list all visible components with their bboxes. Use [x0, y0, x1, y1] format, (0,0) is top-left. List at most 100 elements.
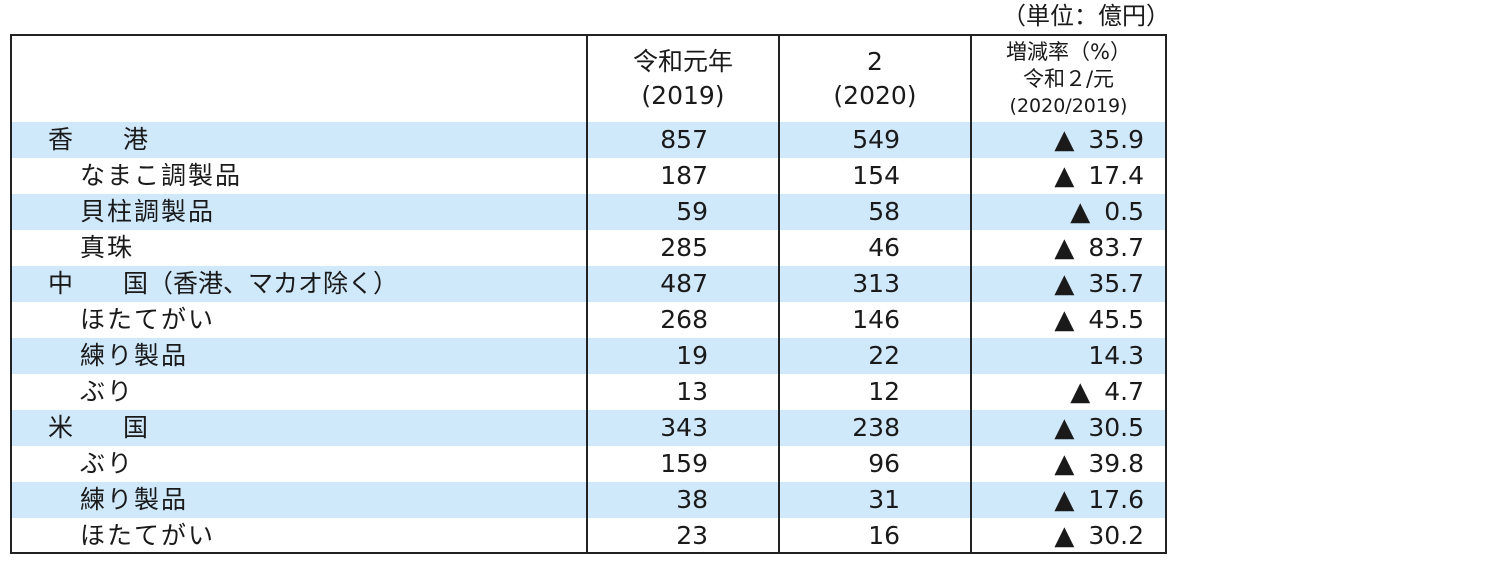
decrease-triangle-icon: ▲ [1054, 161, 1075, 191]
unit-note: （単位：億円） [1002, 2, 1170, 30]
rate-cell: ▲ 17.4 [974, 158, 1144, 194]
rate-value: 17.4 [1088, 161, 1144, 190]
decrease-triangle-icon: ▲ [1054, 521, 1075, 551]
table-row: 中 国（香港、マカオ除く） 487 313 ▲ 35.7 [12, 266, 1165, 302]
rate-cell: ▲ 30.2 [974, 518, 1144, 554]
header-rate-line2: 令和２/元 [1022, 66, 1115, 91]
header-rate-line3: (2020/2019) [1009, 94, 1128, 117]
value-2020: 549 [852, 125, 900, 154]
header-2020-line2: (2020) [833, 81, 917, 110]
value-2019: 59 [676, 197, 708, 226]
rate-value: 83.7 [1088, 233, 1144, 262]
value-2019: 343 [660, 413, 708, 442]
rate-value: 4.7 [1104, 377, 1144, 406]
rate-value: 30.5 [1088, 413, 1144, 442]
table-row: ぶり 159 96 ▲ 39.8 [12, 446, 1165, 482]
table-row: 貝柱調製品 59 58 ▲ 0.5 [12, 194, 1165, 230]
header-2020-line1: 2 [867, 47, 883, 76]
rate-value: 17.6 [1088, 485, 1144, 514]
table-row: ほたてがい 23 16 ▲ 30.2 [12, 518, 1165, 554]
rate-value: 45.5 [1088, 305, 1144, 334]
row-name: 香 港 [48, 125, 149, 154]
column-divider [586, 36, 588, 552]
value-2019: 38 [676, 485, 708, 514]
row-name: ほたてがい [80, 521, 216, 550]
rate-cell: ▲ 35.7 [974, 266, 1144, 302]
table-row: 香 港 857 549 ▲ 35.9 [12, 122, 1165, 158]
table-row: ぶり 13 12 ▲ 4.7 [12, 374, 1165, 410]
rate-value: 0.5 [1104, 197, 1144, 226]
header-2019: 令和元年 (2019) [588, 36, 778, 122]
decrease-triangle-icon: ▲ [1070, 197, 1091, 227]
value-2019: 19 [676, 341, 708, 370]
value-2019: 268 [660, 305, 708, 334]
value-2019: 187 [660, 161, 708, 190]
value-2020: 313 [852, 269, 900, 298]
value-2019: 13 [676, 377, 708, 406]
rate-value: 35.9 [1088, 125, 1144, 154]
table-row: なまこ調製品 187 154 ▲ 17.4 [12, 158, 1165, 194]
decrease-triangle-icon: ▲ [1054, 305, 1075, 335]
table-row: 米 国 343 238 ▲ 30.5 [12, 410, 1165, 446]
table-body: 香 港 857 549 ▲ 35.9 なまこ調製品 187 154 ▲ 17.4 貝… [12, 122, 1165, 552]
header-rate: 増減率（%） 令和２/元 (2020/2019) [972, 36, 1165, 122]
row-name: 真珠 [80, 233, 135, 262]
decrease-triangle-icon: ▲ [1070, 377, 1091, 407]
rate-value: 14.3 [1088, 341, 1144, 370]
row-name: ほたてがい [80, 305, 216, 334]
row-name: ぶり [80, 377, 135, 406]
rate-cell: ▲ 0.5 [974, 194, 1144, 230]
rate-cell: ▲ 17.6 [974, 482, 1144, 518]
decrease-triangle-icon: ▲ [1054, 125, 1075, 155]
decrease-triangle-icon: ▲ [1054, 413, 1075, 443]
rate-cell: ▲ 4.7 [974, 374, 1144, 410]
table-row: 真珠 285 46 ▲ 83.7 [12, 230, 1165, 266]
rate-cell: ▲ 39.8 [974, 446, 1144, 482]
value-2019: 285 [660, 233, 708, 262]
decrease-triangle-icon: ▲ [1054, 485, 1075, 515]
row-name: なまこ調製品 [80, 161, 243, 190]
header-2019-line2: (2019) [641, 81, 725, 110]
header-2019-line1: 令和元年 [632, 47, 733, 76]
value-2019: 487 [660, 269, 708, 298]
value-2020: 154 [852, 161, 900, 190]
value-2020: 238 [852, 413, 900, 442]
decrease-triangle-icon: ▲ [1054, 269, 1075, 299]
value-2020: 46 [868, 233, 900, 262]
row-name: 中 国（香港、マカオ除く） [48, 269, 399, 298]
header-2020: 2 (2020) [780, 36, 970, 122]
value-2019: 23 [676, 521, 708, 550]
row-name: 練り製品 [80, 341, 189, 370]
value-2019: 159 [660, 449, 708, 478]
export-table: 令和元年 (2019) 2 (2020) 増減率（%） 令和２/元 (2020/… [10, 34, 1167, 554]
column-divider [970, 36, 972, 552]
row-name: 米 国 [48, 413, 149, 442]
rate-cell: ▲ 83.7 [974, 230, 1144, 266]
rate-cell: 14.3 [974, 338, 1144, 374]
value-2020: 12 [868, 377, 900, 406]
value-2019: 857 [660, 125, 708, 154]
value-2020: 96 [868, 449, 900, 478]
table-row: 練り製品 19 22 14.3 [12, 338, 1165, 374]
decrease-triangle-icon: ▲ [1054, 449, 1075, 479]
value-2020: 146 [852, 305, 900, 334]
table-header: 令和元年 (2019) 2 (2020) 増減率（%） 令和２/元 (2020/… [12, 36, 1165, 124]
value-2020: 31 [868, 485, 900, 514]
row-name: 貝柱調製品 [80, 197, 216, 226]
rate-cell: ▲ 30.5 [974, 410, 1144, 446]
header-rate-line1: 増減率（%） [1006, 39, 1131, 64]
value-2020: 58 [868, 197, 900, 226]
decrease-triangle-icon: ▲ [1054, 233, 1075, 263]
rate-cell: ▲ 45.5 [974, 302, 1144, 338]
value-2020: 22 [868, 341, 900, 370]
table-row: 練り製品 38 31 ▲ 17.6 [12, 482, 1165, 518]
row-name: 練り製品 [80, 485, 189, 514]
value-2020: 16 [868, 521, 900, 550]
header-item [12, 36, 586, 122]
column-divider [778, 36, 780, 552]
row-name: ぶり [80, 449, 135, 478]
rate-cell: ▲ 35.9 [974, 122, 1144, 158]
rate-value: 30.2 [1088, 521, 1144, 550]
table-row: ほたてがい 268 146 ▲ 45.5 [12, 302, 1165, 338]
rate-value: 39.8 [1088, 449, 1144, 478]
